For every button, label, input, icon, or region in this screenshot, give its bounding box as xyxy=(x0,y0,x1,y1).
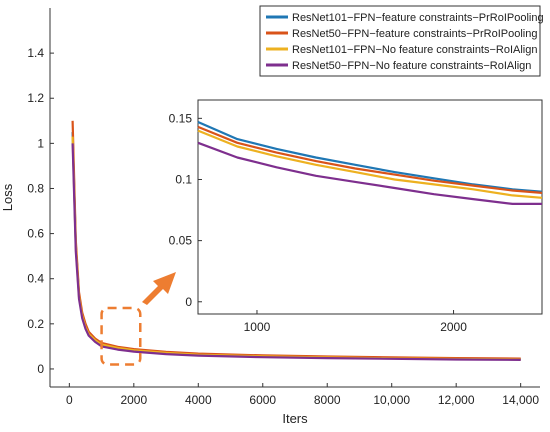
main-y-tick-label: 1.2 xyxy=(27,91,44,105)
main-y-tick-label: 0.6 xyxy=(27,227,44,241)
main-y-tick-label: 0.8 xyxy=(27,181,44,195)
main-y-tick-label: 0 xyxy=(37,362,44,376)
inset-frame xyxy=(197,99,543,315)
legend-label-2: ResNet50−FPN−feature constraints−PrRoIPo… xyxy=(292,28,538,40)
main-series-line-4 xyxy=(71,143,521,361)
zoom-callout xyxy=(100,272,176,366)
main-x-tick-label: 12,000 xyxy=(438,393,475,407)
legend-label-1: ResNet101−FPN−feature constraints−PrRoIP… xyxy=(292,12,544,24)
main-y-axis-title: Loss xyxy=(0,183,15,211)
inset-series-line-3 xyxy=(197,129,543,199)
inset-x-tick-label: 1000 xyxy=(244,320,271,334)
legend: ResNet101−FPN−feature constraints−PrRoIP… xyxy=(259,5,544,77)
main-y-tick-label: 1.4 xyxy=(27,46,44,60)
zoom-region-box xyxy=(100,306,142,366)
main-x-tick-label: 6000 xyxy=(249,393,276,407)
main-x-axis-title: Iters xyxy=(282,411,308,426)
main-y-tick-label: 0.2 xyxy=(27,317,44,331)
main-x-tick-label: 2000 xyxy=(120,393,147,407)
main-x-tick-label: 4000 xyxy=(185,393,212,407)
inset-y-tick-label: 0.1 xyxy=(175,172,192,186)
inset-series-line-4 xyxy=(197,141,542,205)
main-x-tick-label: 14,000 xyxy=(502,393,539,407)
main-series-group xyxy=(71,120,521,361)
inset-background xyxy=(198,100,542,314)
legend-label-4: ResNet50−FPN−No feature constraints−RoIA… xyxy=(292,60,531,72)
inset-series-line-2 xyxy=(197,125,543,194)
legend-label-3: ResNet101−FPN−No feature constraints−RoI… xyxy=(292,44,538,56)
main-axes: 0 2000 4000 6000 8000 10,000 12,000 14,000 0 0.2 0… xyxy=(0,8,540,426)
main-y-tick-label: 0.4 xyxy=(27,272,44,286)
zoom-arrow xyxy=(142,272,176,305)
inset-y-tick-label: 0.05 xyxy=(169,234,193,248)
inset-x-tick-label: 2000 xyxy=(440,320,467,334)
inset-y-tick-label: 0 xyxy=(185,295,192,309)
legend-box xyxy=(259,5,541,77)
inset-axes: 1000 2000 0 0.05 0.1 0.15 xyxy=(169,99,543,334)
main-x-tick-label: 0 xyxy=(66,393,73,407)
inset-y-tick-label: 0.15 xyxy=(169,111,193,125)
inset-series-line-1 xyxy=(197,120,543,193)
main-y-tick-label: 1 xyxy=(37,136,44,150)
main-x-tick-label: 10,000 xyxy=(373,393,410,407)
main-x-tick-label: 8000 xyxy=(314,393,341,407)
inset-series-group xyxy=(197,120,543,205)
